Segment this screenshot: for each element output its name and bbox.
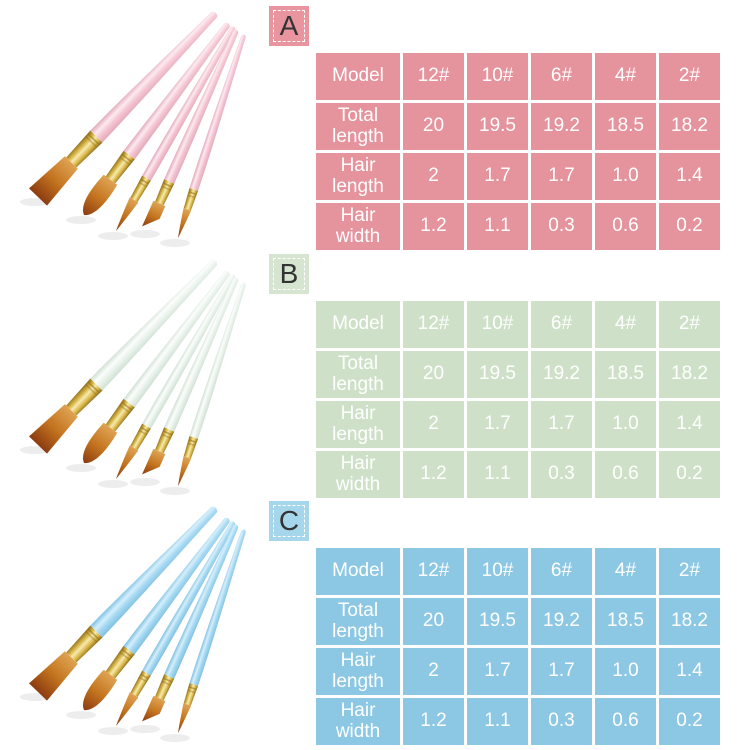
table-cell: 2	[403, 401, 464, 448]
section-a-letter: A	[273, 10, 305, 42]
section-c-badge: C	[269, 501, 309, 541]
table-cell: 1.2	[403, 203, 464, 250]
table-row: Total length 20 19.5 19.2 18.5 18.2	[316, 351, 720, 398]
table-cell: 0.3	[531, 698, 592, 745]
table-cell: 18.2	[659, 598, 720, 645]
table-cell: 1.0	[595, 153, 656, 200]
mint-brush-set-photo	[20, 259, 246, 495]
table-row: Hair length 2 1.7 1.7 1.0 1.4	[316, 153, 720, 200]
table-row: Hair length 2 1.7 1.7 1.0 1.4	[316, 648, 720, 695]
row-label: Hair width	[316, 698, 400, 745]
spec-table-b: Model 12# 10# 6# 4# 2# Total length 20 1…	[313, 298, 723, 501]
table-cell: 0.2	[659, 451, 720, 498]
column-header: 2#	[659, 301, 720, 348]
table-cell: 0.3	[531, 451, 592, 498]
table-cell: 19.2	[531, 598, 592, 645]
column-header: 12#	[403, 548, 464, 595]
row-label: Hair length	[316, 401, 400, 448]
table-row: Model 12# 10# 6# 4# 2#	[316, 301, 720, 348]
section-a: A Model 12# 10# 6# 4# 2# Total length 20…	[0, 0, 750, 250]
table-cell: 1.1	[467, 698, 528, 745]
table-cell: 18.2	[659, 351, 720, 398]
column-header: 10#	[467, 301, 528, 348]
section-a-badge: A	[269, 6, 309, 46]
table-cell: 0.6	[595, 698, 656, 745]
table-cell: 1.2	[403, 698, 464, 745]
spec-table-a: Model 12# 10# 6# 4# 2# Total length 20 1…	[313, 50, 723, 253]
pink-brush-set-photo	[20, 11, 246, 247]
table-row: Model 12# 10# 6# 4# 2#	[316, 53, 720, 100]
table-corner-cell: Model	[316, 548, 400, 595]
section-b-badge: B	[269, 254, 309, 294]
table-cell: 20	[403, 103, 464, 150]
table-corner-cell: Model	[316, 53, 400, 100]
section-b: B Model 12# 10# 6# 4# 2# Total length 20…	[0, 248, 750, 498]
table-cell: 1.2	[403, 451, 464, 498]
table-cell: 1.0	[595, 401, 656, 448]
row-label: Total length	[316, 598, 400, 645]
column-header: 2#	[659, 548, 720, 595]
table-cell: 18.5	[595, 351, 656, 398]
spec-table-c: Model 12# 10# 6# 4# 2# Total length 20 1…	[313, 545, 723, 748]
table-cell: 2	[403, 648, 464, 695]
table-cell: 19.5	[467, 598, 528, 645]
table-cell: 19.5	[467, 103, 528, 150]
table-cell: 1.7	[531, 401, 592, 448]
table-cell: 0.6	[595, 203, 656, 250]
table-cell: 19.2	[531, 103, 592, 150]
column-header: 12#	[403, 53, 464, 100]
column-header: 4#	[595, 548, 656, 595]
table-cell: 1.4	[659, 648, 720, 695]
column-header: 2#	[659, 53, 720, 100]
table-cell: 0.2	[659, 698, 720, 745]
row-label: Total length	[316, 351, 400, 398]
table-cell: 18.5	[595, 103, 656, 150]
table-cell: 1.1	[467, 203, 528, 250]
column-header: 10#	[467, 548, 528, 595]
table-cell: 0.2	[659, 203, 720, 250]
table-cell: 20	[403, 598, 464, 645]
table-cell: 1.0	[595, 648, 656, 695]
row-label: Hair width	[316, 451, 400, 498]
column-header: 10#	[467, 53, 528, 100]
blue-brush-set-photo	[20, 506, 246, 742]
table-cell: 1.7	[467, 401, 528, 448]
row-label: Total length	[316, 103, 400, 150]
table-cell: 1.7	[467, 648, 528, 695]
row-label: Hair length	[316, 153, 400, 200]
table-cell: 1.7	[467, 153, 528, 200]
table-row: Total length 20 19.5 19.2 18.5 18.2	[316, 598, 720, 645]
table-cell: 18.5	[595, 598, 656, 645]
table-cell: 1.7	[531, 153, 592, 200]
table-cell: 20	[403, 351, 464, 398]
table-row: Model 12# 10# 6# 4# 2#	[316, 548, 720, 595]
column-header: 6#	[531, 301, 592, 348]
table-row: Hair width 1.2 1.1 0.3 0.6 0.2	[316, 698, 720, 745]
row-label: Hair length	[316, 648, 400, 695]
table-cell: 1.1	[467, 451, 528, 498]
table-cell: 2	[403, 153, 464, 200]
table-cell: 1.4	[659, 153, 720, 200]
section-c: C Model 12# 10# 6# 4# 2# Total length 20…	[0, 495, 750, 745]
table-cell: 0.6	[595, 451, 656, 498]
column-header: 6#	[531, 548, 592, 595]
column-header: 4#	[595, 53, 656, 100]
table-cell: 1.4	[659, 401, 720, 448]
table-row: Total length 20 19.5 19.2 18.5 18.2	[316, 103, 720, 150]
table-corner-cell: Model	[316, 301, 400, 348]
column-header: 6#	[531, 53, 592, 100]
table-cell: 19.5	[467, 351, 528, 398]
row-label: Hair width	[316, 203, 400, 250]
table-cell: 19.2	[531, 351, 592, 398]
column-header: 12#	[403, 301, 464, 348]
table-row: Hair width 1.2 1.1 0.3 0.6 0.2	[316, 451, 720, 498]
table-cell: 0.3	[531, 203, 592, 250]
table-cell: 18.2	[659, 103, 720, 150]
table-cell: 1.7	[531, 648, 592, 695]
table-row: Hair width 1.2 1.1 0.3 0.6 0.2	[316, 203, 720, 250]
section-c-letter: C	[273, 505, 305, 537]
table-row: Hair length 2 1.7 1.7 1.0 1.4	[316, 401, 720, 448]
column-header: 4#	[595, 301, 656, 348]
section-b-letter: B	[273, 258, 305, 290]
